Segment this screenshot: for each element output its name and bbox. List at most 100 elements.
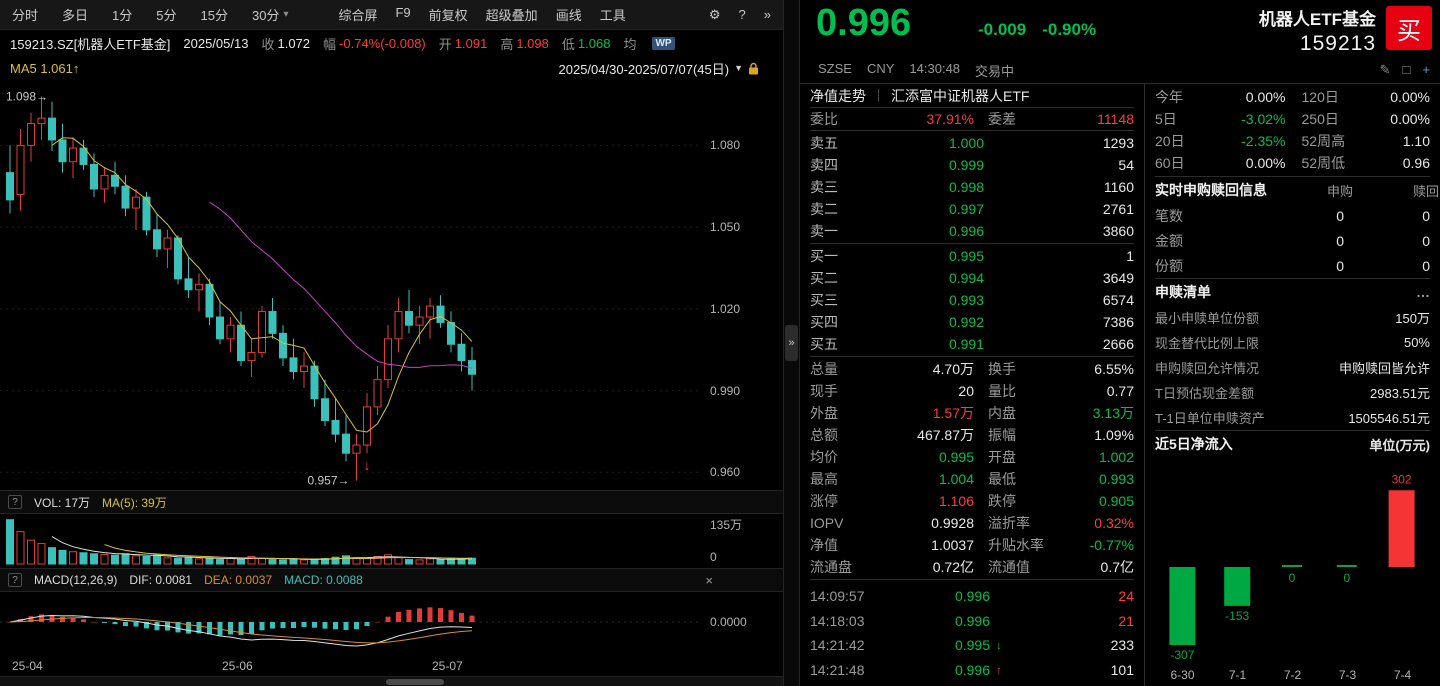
quote-header: 0.996 -0.009 -0.90% SZSE CNY 14:30:48 交易… [800,0,1440,84]
period-tab-5[interactable]: 15分 [200,8,228,23]
question-icon[interactable]: ? [8,573,22,587]
subscribe-value: 0 [1336,257,1344,274]
edit-icon[interactable]: ✎ [1379,62,1391,77]
more-icon[interactable]: … [1416,284,1430,300]
toolbar-button-1[interactable]: 综合屏 [338,8,378,23]
toolbar-button-6[interactable]: 工具 [599,8,626,23]
stat-label: 流通值 [988,559,1030,575]
bid-row-2[interactable]: 买二 0.994 3649 [810,267,1134,289]
tick-qty: 233 [1110,637,1134,654]
toolbar-button-4[interactable]: 超级叠加 [485,8,538,23]
svg-text:-307: -307 [1170,648,1194,662]
ask-row-2[interactable]: 卖四 0.999 54 [810,154,1134,176]
info-field-value: 1.072 [277,35,311,51]
stat-label: 溢折率 [988,515,1030,531]
stat-label: 振幅 [988,427,1016,443]
tab-nav-trend[interactable]: 净值走势 [810,87,866,104]
subscribe-value: 0 [1336,207,1344,224]
period-tab-1[interactable]: 分时 [12,8,39,23]
stat-value: 0.995 [938,449,974,465]
gear-icon[interactable]: ⚙ [708,6,721,22]
tick-price: 0.996 [954,661,990,678]
expand-icon[interactable]: » [763,6,771,22]
window-icon[interactable]: □ [1402,62,1411,77]
subscribe-row: 笔数 0 0 [1155,203,1430,228]
info-field-label: 高 [500,36,514,52]
info-field: 收 1.072 [261,34,310,53]
orderbook-level-label: 买二 [810,270,838,286]
stat-value: 1.57万 [932,405,974,421]
time-and-sales: 14:09:57 0.996 24 14:18:03 0.996 21 14:21:42 0.… [810,580,1134,686]
scrollbar-thumb[interactable] [386,679,444,685]
subscribe-row: 金额 0 0 [1155,228,1430,253]
orderbook-qty: 2666 [1102,336,1134,352]
period-tab-3[interactable]: 1分 [112,8,133,23]
stat-value: 0.7亿 [1100,559,1134,575]
return-label: 120日 [1301,89,1339,105]
macd-chart[interactable] [0,592,700,656]
change-percent: -0.90% [1042,20,1097,39]
weicha-value: 11148 [1097,111,1134,127]
help-icon[interactable]: ? [738,6,746,22]
order-book-panel: 净值走势 汇添富中证机器人ETF 委比 37.91% 委差 11148 卖五 1.… [800,84,1145,686]
tick-time: 14:18:03 [810,612,865,629]
toolbar-button-5[interactable]: 画线 [555,8,582,23]
lock-icon [749,62,758,74]
bid-row-1[interactable]: 买一 0.995 1 [810,245,1134,267]
axis-label: 0.990 [710,383,741,398]
question-icon[interactable]: ? [8,495,22,509]
wp-badge-icon[interactable]: WP [652,36,675,50]
ask-row-5[interactable]: 卖一 0.996 3860 [810,220,1134,242]
toolbar-button-3[interactable]: 前复权 [428,8,468,23]
stat-label: IOPV [810,515,844,531]
orderbook-price: 0.994 [948,270,984,286]
toolbar-button-2[interactable]: F9 [395,5,411,20]
fund-link[interactable]: 汇添富中证机器人ETF [891,87,1030,104]
collapse-panel-button[interactable]: » [785,325,798,361]
stats-row: IOPV 0.9928 溢折率 0.32% [810,512,1134,534]
redemption-info-table: 最小申赎单位份额 150万 现金替代比例上限 50% 申购赎回允许情况 申购赎回皆允许 T日… [1155,305,1430,431]
orderbook-qty: 2761 [1102,201,1134,217]
period-tab-2[interactable]: 多日 [62,8,89,23]
tick-time: 14:09:57 [810,588,865,605]
stats-row: 总额 467.87万 振幅 1.09% [810,424,1134,446]
orderbook-level-label: 卖二 [810,201,838,217]
candlestick-chart[interactable]: 1.098→ 0.957→ ↓ [0,80,700,490]
chart-toolbar: 分时 多日 1分 5分 15分 30分 ▾ 综合屏 F9 前复权 超级叠加 画线 工具 ⚙ ? » [0,0,783,30]
stat-value: 1.0037 [931,537,974,553]
ask-row-3[interactable]: 卖三 0.998 1160 [810,176,1134,198]
bid-row-4[interactable]: 买四 0.992 7386 [810,311,1134,333]
period-dropdown-caret[interactable]: ▾ [283,9,289,20]
tick-row: 14:09:57 0.996 24 [810,588,1134,604]
orderbook-qty: 1293 [1102,135,1134,151]
ask-row-1[interactable]: 卖五 1.000 1293 [810,132,1134,154]
svg-text:0: 0 [1343,571,1350,585]
add-icon[interactable]: + [1422,62,1430,77]
info-field-value: -0.74%(-0.008) [339,35,426,51]
horizontal-scrollbar[interactable] [0,676,783,686]
bid-row-3[interactable]: 买三 0.993 6574 [810,289,1134,311]
stats-row: 外盘 1.57万 内盘 3.13万 [810,402,1134,424]
redeem-value: 0 [1422,207,1430,224]
close-icon[interactable]: × [705,572,713,588]
period-tab-6[interactable]: 30分 [251,8,280,23]
return-value: -3.02% [1241,111,1286,127]
ma-indicator-bar: MA5 1.061↑ 2025/04/30-2025/07/07(45日) ▼ [0,56,783,80]
stat-value: 0.72亿 [932,559,974,575]
svg-text:0: 0 [1289,571,1296,585]
axis-label: 0 [710,550,717,564]
info-field: 开 1.091 [439,34,488,53]
subscribe-label: 笔数 [1155,207,1183,224]
date-range-selector[interactable]: 2025/04/30-2025/07/07(45日) ▼ [559,59,760,78]
info-label: T-1日单位申赎资产 [1155,411,1265,426]
buy-button[interactable]: 买 [1386,6,1432,50]
bid-row-5[interactable]: 买五 0.991 2666 [810,333,1134,355]
volume-chart[interactable] [0,514,700,568]
stat-value: 0.77 [1106,383,1134,399]
orderbook-price: 1.000 [948,135,984,151]
chevron-down-icon: ▼ [734,63,743,73]
ask-row-4[interactable]: 卖二 0.997 2761 [810,198,1134,220]
svg-text:-153: -153 [1225,609,1249,623]
stat-value: 20 [958,383,974,399]
period-tab-4[interactable]: 5分 [156,8,177,23]
